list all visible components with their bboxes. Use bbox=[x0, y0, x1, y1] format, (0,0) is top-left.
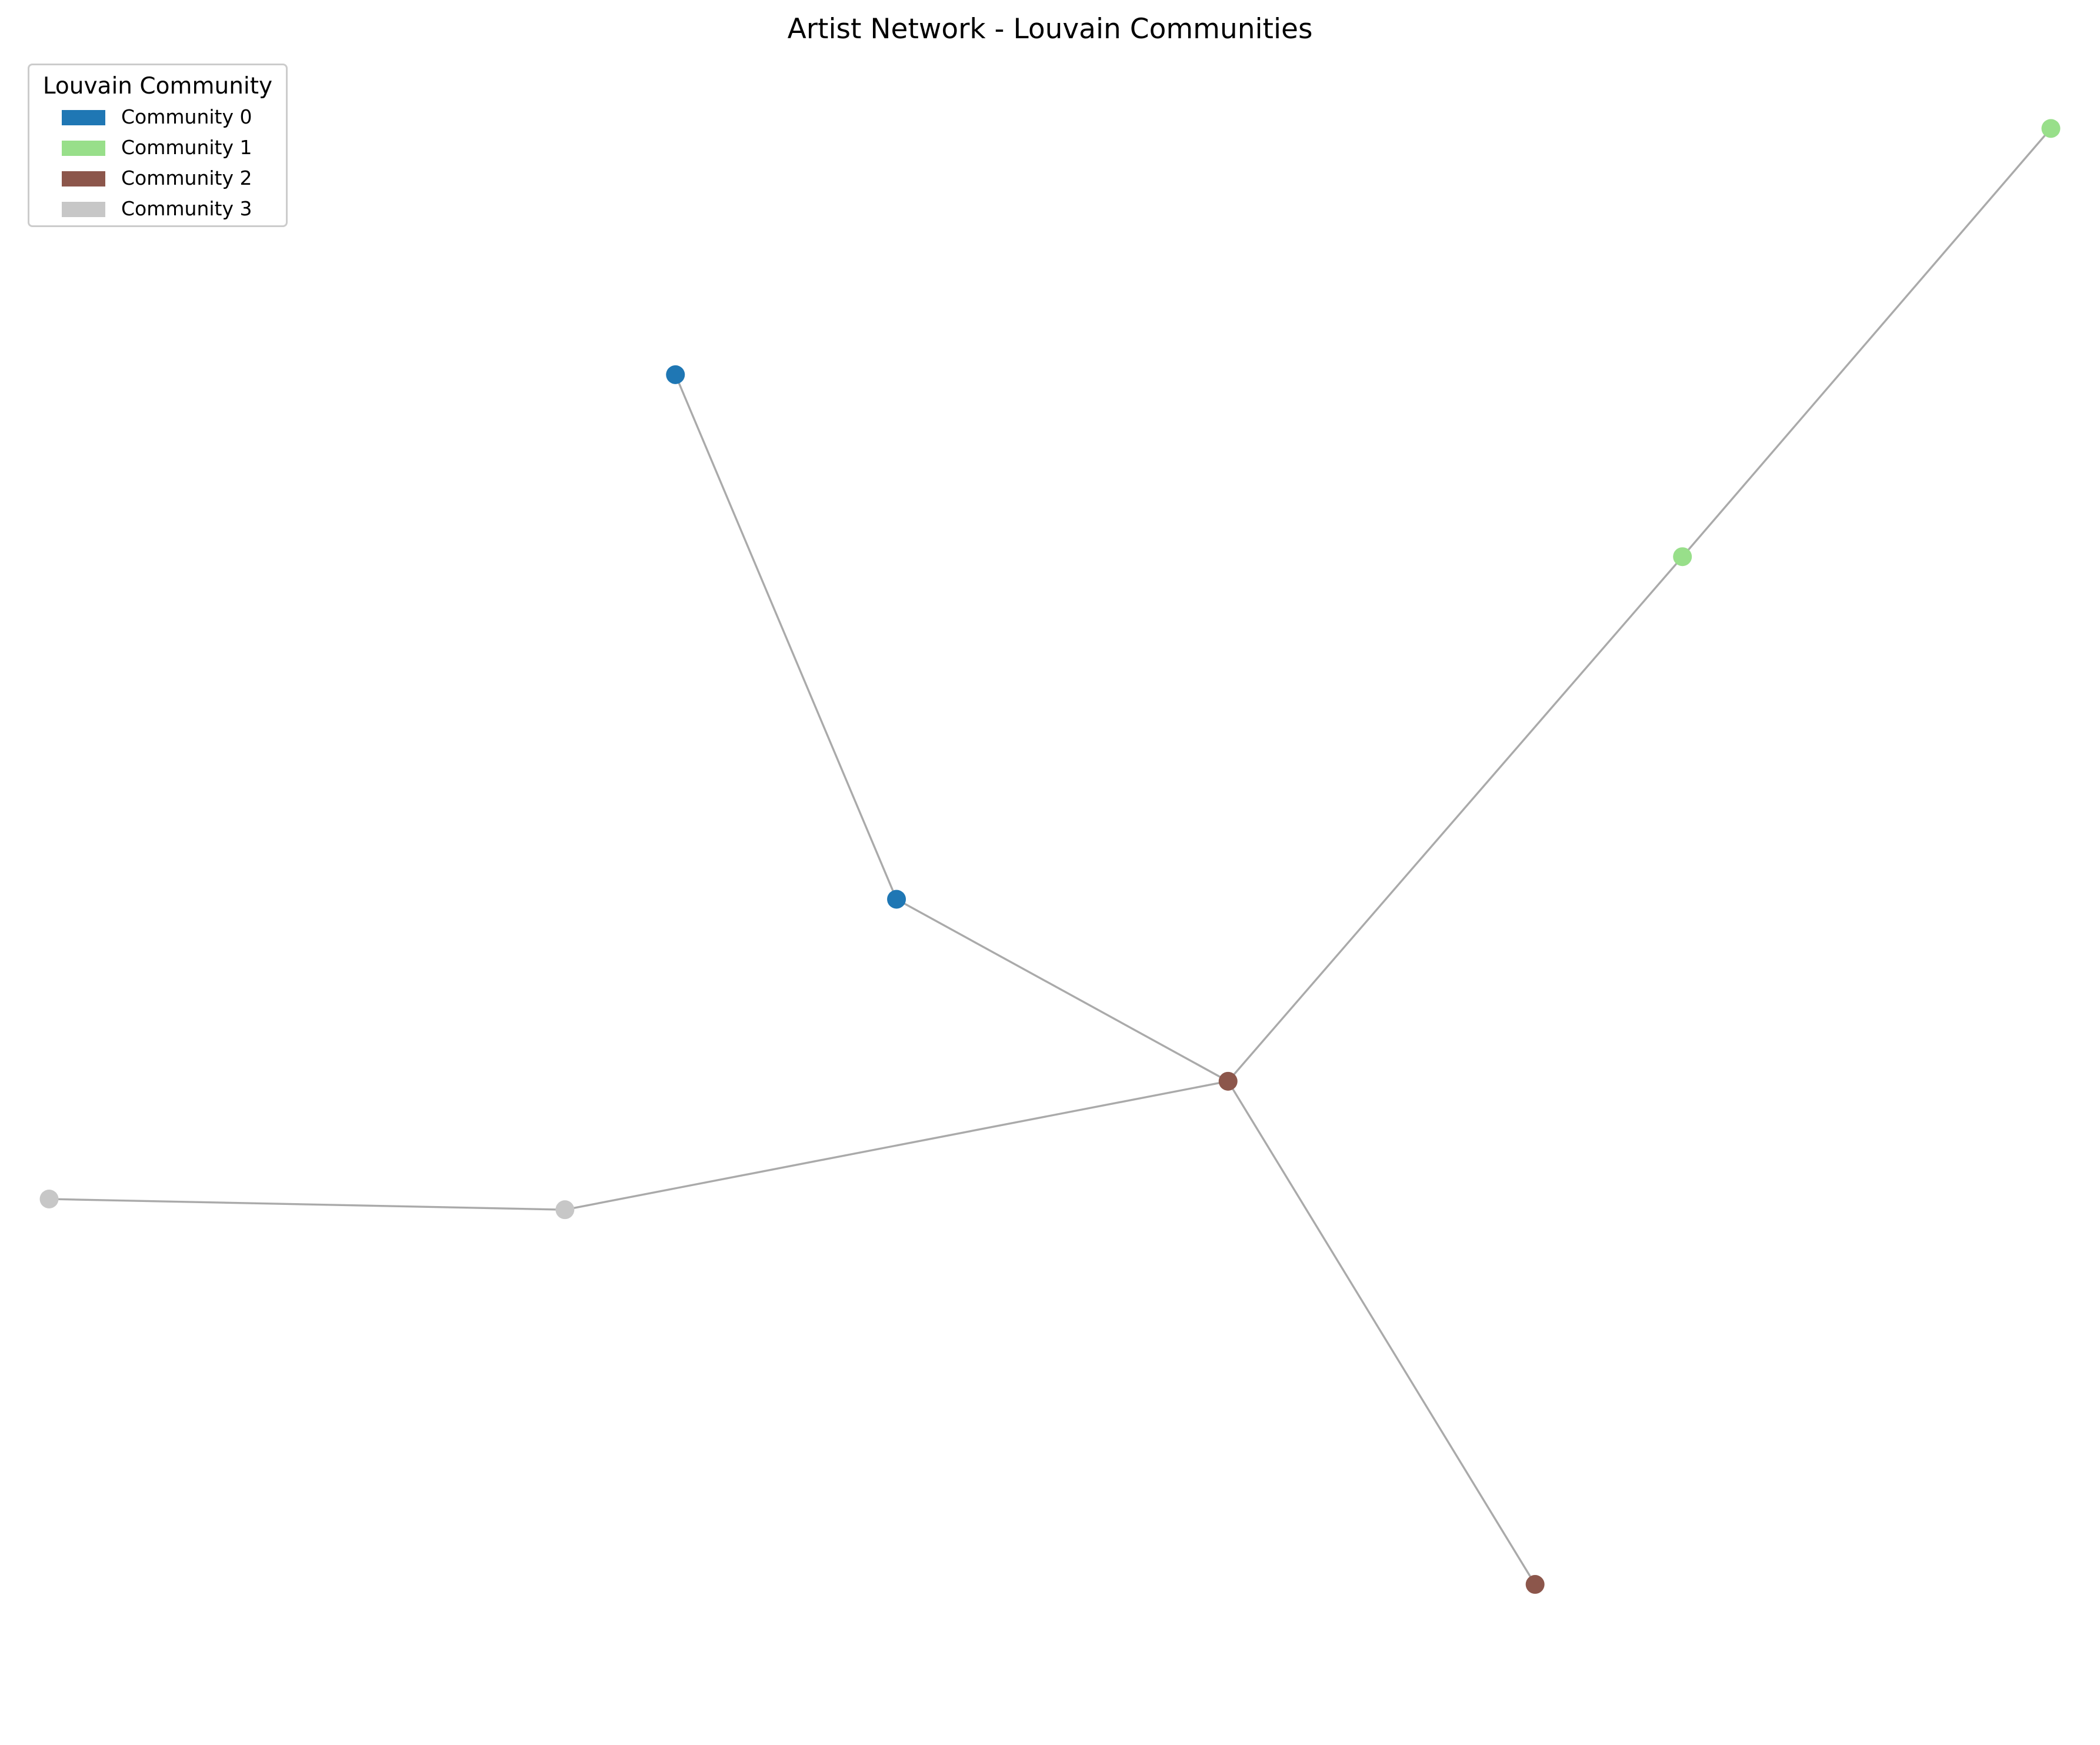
network-node bbox=[1673, 547, 1692, 567]
legend-label: Community 3 bbox=[121, 197, 252, 220]
network-node bbox=[666, 365, 685, 384]
legend-swatch bbox=[62, 202, 105, 217]
network-node bbox=[39, 1189, 59, 1208]
network-edge bbox=[49, 1198, 565, 1211]
legend-swatch bbox=[62, 141, 105, 156]
network-node bbox=[555, 1200, 575, 1220]
network-edge bbox=[565, 1080, 1229, 1211]
edges-layer bbox=[49, 128, 2052, 1585]
network-edge bbox=[674, 374, 898, 900]
legend-item-community-0: Community 0 bbox=[29, 102, 286, 132]
legend-title: Louvain Community bbox=[42, 73, 273, 99]
legend-swatch bbox=[62, 110, 105, 125]
network-node bbox=[887, 890, 906, 909]
nodes-layer bbox=[39, 119, 2061, 1594]
network-node bbox=[1218, 1071, 1238, 1091]
legend-item-community-2: Community 2 bbox=[29, 163, 286, 194]
network-node bbox=[2041, 119, 2061, 138]
network-edge bbox=[1227, 1080, 1536, 1585]
network-node bbox=[1525, 1575, 1545, 1594]
legend-label: Community 2 bbox=[121, 166, 252, 189]
network-edge bbox=[896, 898, 1229, 1083]
network-edge bbox=[1681, 128, 2052, 558]
legend-swatch bbox=[62, 171, 105, 187]
legend-item-community-3: Community 3 bbox=[29, 194, 286, 224]
chart-title: Artist Network - Louvain Communities bbox=[787, 13, 1313, 45]
legend-label: Community 0 bbox=[121, 105, 252, 128]
legend-item-community-1: Community 1 bbox=[29, 132, 286, 163]
legend-label: Community 1 bbox=[121, 136, 252, 159]
network-edge bbox=[1227, 556, 1684, 1082]
legend: Louvain Community Community 0 Community … bbox=[28, 64, 288, 227]
